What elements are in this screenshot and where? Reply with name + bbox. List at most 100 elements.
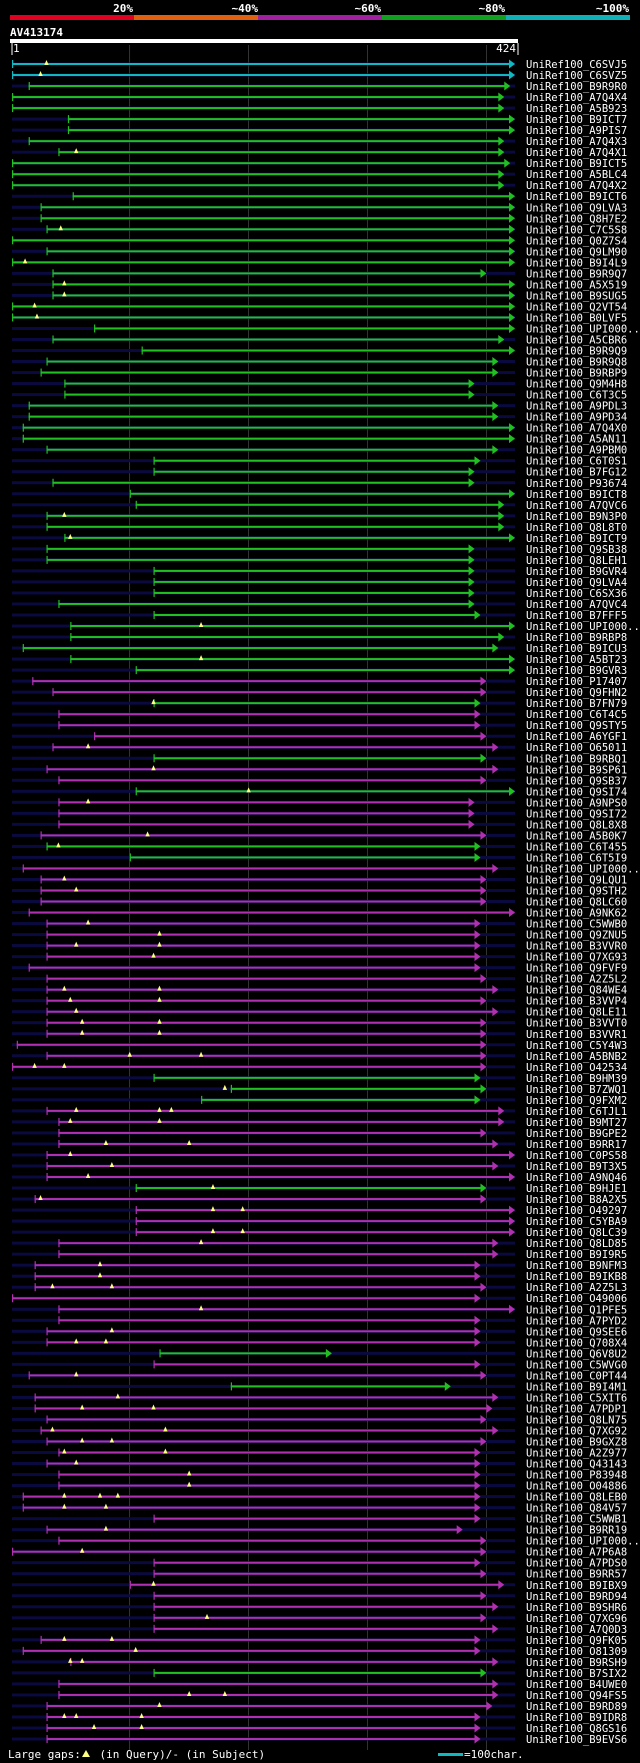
- hit-label[interactable]: UniRef100_A5BT23: [526, 654, 627, 666]
- hit-label[interactable]: UniRef100_B9IKB8: [526, 1271, 627, 1283]
- hit-label[interactable]: UniRef100_A7PDP1: [526, 1403, 627, 1415]
- hit-label[interactable]: UniRef100_A5CBR6: [526, 335, 627, 347]
- hit-label[interactable]: UniRef100_B9SP61: [526, 764, 627, 776]
- hit-label[interactable]: UniRef100_UPI000...: [526, 323, 640, 335]
- hit-label[interactable]: UniRef100_A9NK62: [526, 908, 627, 920]
- hit-label[interactable]: UniRef100_B9R9Q8: [526, 357, 627, 369]
- hit-label[interactable]: UniRef100_C5Y4W3: [526, 1040, 627, 1052]
- hit-label[interactable]: UniRef100_A2Z5L3: [526, 1282, 627, 1294]
- hit-label[interactable]: UniRef100_Q9M4H8: [526, 379, 627, 391]
- hit-label[interactable]: UniRef100_A9PDL3: [526, 401, 627, 413]
- hit-label[interactable]: UniRef100_O42534: [526, 1062, 627, 1074]
- hit-label[interactable]: UniRef100_B9GXZ8: [526, 1437, 627, 1449]
- hit-label[interactable]: UniRef100_C0PS58: [526, 1150, 627, 1162]
- hit-label[interactable]: UniRef100_Q8LEB0: [526, 1492, 627, 1504]
- hit-label[interactable]: UniRef100_A7Q0D3: [526, 1624, 627, 1636]
- hit-label[interactable]: UniRef100_A5B923: [526, 103, 627, 115]
- hit-label[interactable]: UniRef100_Q9ZNU5: [526, 930, 627, 942]
- hit-label[interactable]: UniRef100_C5WWB1: [526, 1514, 627, 1526]
- hit-label[interactable]: UniRef100_O65011: [526, 742, 627, 754]
- hit-label[interactable]: UniRef100_Q1PFE5: [526, 1304, 627, 1316]
- hit-label[interactable]: UniRef100_A2Z977: [526, 1448, 627, 1460]
- hit-label[interactable]: UniRef100_B9ICT8: [526, 489, 627, 501]
- hit-label[interactable]: UniRef100_B3VVR1: [526, 1029, 627, 1041]
- hit-label[interactable]: UniRef100_A7PYD2: [526, 1315, 627, 1327]
- hit-label[interactable]: UniRef100_B7FFF5: [526, 610, 627, 622]
- hit-label[interactable]: UniRef100_Q7XG92: [526, 1425, 627, 1437]
- hit-label[interactable]: UniRef100_Q9STH2: [526, 886, 627, 898]
- hit-label[interactable]: UniRef100_Q9SB37: [526, 775, 627, 787]
- hit-label[interactable]: UniRef100_A5AN11: [526, 434, 627, 446]
- hit-label[interactable]: UniRef100_B9R9R0: [526, 81, 627, 93]
- hit-label[interactable]: UniRef100_A5BNB2: [526, 1051, 627, 1063]
- hit-label[interactable]: UniRef100_B9I4L9: [526, 257, 627, 269]
- hit-label[interactable]: UniRef100_Q7XG93: [526, 952, 627, 964]
- hit-label[interactable]: UniRef100_B9GPE2: [526, 1128, 627, 1140]
- hit-label[interactable]: UniRef100_Q0Z7S4: [526, 235, 627, 247]
- hit-label[interactable]: UniRef100_Q8L8T0: [526, 522, 627, 534]
- hit-label[interactable]: UniRef100_B9RSH9: [526, 1657, 627, 1669]
- hit-label[interactable]: UniRef100_B9HJE1: [526, 1183, 627, 1195]
- hit-label[interactable]: UniRef100_A5BLC4: [526, 169, 627, 181]
- hit-label[interactable]: UniRef100_Q9LM90: [526, 246, 627, 258]
- hit-label[interactable]: UniRef100_A5X519: [526, 279, 627, 291]
- hit-label[interactable]: UniRef100_O49006: [526, 1293, 627, 1305]
- hit-label[interactable]: UniRef100_A7Q4X2: [526, 180, 627, 192]
- hit-label[interactable]: UniRef100_Q7XG96: [526, 1613, 627, 1625]
- hit-label[interactable]: UniRef100_B9IBX9: [526, 1580, 627, 1592]
- hit-label[interactable]: UniRef100_A6YGF1: [526, 731, 627, 743]
- hit-label[interactable]: UniRef100_Q8GS16: [526, 1723, 627, 1735]
- hit-label[interactable]: UniRef100_Q9LQU1: [526, 874, 627, 886]
- hit-label[interactable]: UniRef100_C7C5S8: [526, 224, 627, 236]
- hit-label[interactable]: UniRef100_Q9FXM2: [526, 1095, 627, 1107]
- hit-label[interactable]: UniRef100_A2Z5L2: [526, 974, 627, 986]
- hit-label[interactable]: UniRef100_UPI000...: [526, 621, 640, 633]
- hit-label[interactable]: UniRef100_C6T455: [526, 841, 627, 853]
- hit-label[interactable]: UniRef100_Q9SI72: [526, 808, 627, 820]
- hit-label[interactable]: UniRef100_A9NQ46: [526, 1172, 627, 1184]
- hit-label[interactable]: UniRef100_B7FN79: [526, 698, 627, 710]
- hit-label[interactable]: UniRef100_Q6V8U2: [526, 1348, 627, 1360]
- hit-label[interactable]: UniRef100_B3VVR0: [526, 941, 627, 953]
- hit-label[interactable]: UniRef100_Q2VT54: [526, 301, 627, 313]
- hit-label[interactable]: UniRef100_UPI000...: [526, 1536, 640, 1548]
- hit-label[interactable]: UniRef100_B9R9Q7: [526, 268, 627, 280]
- hit-label[interactable]: UniRef100_B9I4M1: [526, 1381, 627, 1393]
- hit-label[interactable]: UniRef100_P83948: [526, 1470, 627, 1482]
- hit-label[interactable]: UniRef100_B9GVR4: [526, 566, 627, 578]
- hit-label[interactable]: UniRef100_P17407: [526, 676, 627, 688]
- hit-label[interactable]: UniRef100_Q8LEH1: [526, 555, 627, 567]
- hit-label[interactable]: UniRef100_A7Q4X4: [526, 92, 627, 104]
- hit-label[interactable]: UniRef100_C6T4C5: [526, 709, 627, 721]
- hit-label[interactable]: UniRef100_B9ICT9: [526, 533, 627, 545]
- hit-label[interactable]: UniRef100_C6T5I9: [526, 852, 627, 864]
- hit-label[interactable]: UniRef100_Q9FK05: [526, 1635, 627, 1647]
- hit-label[interactable]: UniRef100_Q9SB38: [526, 544, 627, 556]
- hit-label[interactable]: UniRef100_Q8L8X8: [526, 819, 627, 831]
- hit-label[interactable]: UniRef100_Q84V57: [526, 1503, 627, 1515]
- hit-label[interactable]: UniRef100_C5WVG0: [526, 1359, 627, 1371]
- hit-label[interactable]: UniRef100_B9ICU3: [526, 643, 627, 655]
- hit-label[interactable]: UniRef100_B9RR17: [526, 1139, 627, 1151]
- hit-label[interactable]: UniRef100_Q9FHN2: [526, 687, 627, 699]
- hit-label[interactable]: UniRef100_B9RBP9: [526, 368, 627, 380]
- hit-label[interactable]: UniRef100_Q9LVA3: [526, 202, 627, 214]
- hit-label[interactable]: UniRef100_C5YBA9: [526, 1216, 627, 1228]
- hit-label[interactable]: UniRef100_Q9SI74: [526, 786, 627, 798]
- hit-label[interactable]: UniRef100_B0LVF5: [526, 312, 627, 324]
- hit-label[interactable]: UniRef100_P93674: [526, 478, 627, 490]
- hit-label[interactable]: UniRef100_B9EVS6: [526, 1734, 627, 1746]
- hit-label[interactable]: UniRef100_B9RD89: [526, 1701, 627, 1713]
- hit-label[interactable]: UniRef100_A7Q4X0: [526, 423, 627, 435]
- hit-label[interactable]: UniRef100_B9RBQ1: [526, 753, 627, 765]
- hit-label[interactable]: UniRef100_B3VVP4: [526, 996, 627, 1008]
- hit-label[interactable]: UniRef100_B9RD94: [526, 1591, 627, 1603]
- hit-label[interactable]: UniRef100_Q8LC39: [526, 1227, 627, 1239]
- hit-label[interactable]: UniRef100_A7PDS0: [526, 1558, 627, 1570]
- hit-label[interactable]: UniRef100_Q8H7E2: [526, 213, 627, 225]
- hit-label[interactable]: UniRef100_B9IDR8: [526, 1712, 627, 1724]
- hit-label[interactable]: UniRef100_C6SVZ5: [526, 70, 627, 82]
- hit-label[interactable]: UniRef100_C5WWB0: [526, 919, 627, 931]
- hit-label[interactable]: UniRef100_A7Q4X3: [526, 136, 627, 148]
- hit-label[interactable]: UniRef100_A9NPS0: [526, 797, 627, 809]
